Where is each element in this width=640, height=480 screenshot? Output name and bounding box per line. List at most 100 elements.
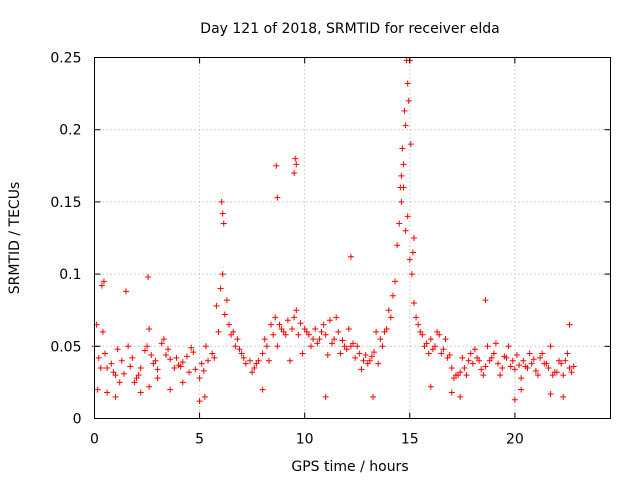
data-point <box>556 357 563 364</box>
data-point <box>566 364 573 371</box>
data-point <box>108 360 115 367</box>
data-point <box>154 366 161 373</box>
data-point <box>259 386 266 393</box>
y-axis-label: SRMTID / TECUs <box>7 182 23 295</box>
data-point <box>253 360 260 367</box>
data-point <box>438 350 445 357</box>
data-point <box>442 336 449 343</box>
data-point <box>179 359 186 366</box>
data-point <box>509 357 516 364</box>
data-point <box>397 184 404 191</box>
data-point <box>201 393 208 400</box>
data-point <box>192 366 199 373</box>
data-point <box>410 235 417 241</box>
data-point <box>547 343 554 350</box>
data-point <box>505 343 512 350</box>
data-point <box>358 366 365 373</box>
data-point <box>495 360 502 367</box>
data-point <box>265 357 272 364</box>
chart-title: Day 121 of 2018, SRMTID for receiver eld… <box>200 21 499 37</box>
data-point <box>347 253 354 260</box>
data-point <box>387 314 394 321</box>
data-point <box>406 256 413 263</box>
data-point <box>292 155 299 162</box>
data-point <box>488 354 495 361</box>
data-point <box>148 351 155 358</box>
data-point <box>291 314 298 321</box>
data-point <box>274 343 281 350</box>
data-point <box>291 170 298 177</box>
data-point <box>286 357 293 364</box>
data-point <box>215 328 222 335</box>
data-point <box>425 350 432 357</box>
data-point <box>385 307 392 314</box>
data-point <box>499 364 506 371</box>
data-point <box>478 366 485 373</box>
data-point <box>293 161 300 168</box>
data-point <box>440 346 447 353</box>
data-point <box>312 325 319 332</box>
data-point <box>501 353 508 360</box>
y-tick-label: 0.1 <box>59 267 81 283</box>
data-point <box>448 364 455 371</box>
data-point <box>263 343 270 350</box>
data-point <box>350 340 357 347</box>
data-point <box>429 346 436 353</box>
y-tick-label: 0.15 <box>50 195 81 211</box>
data-point <box>543 360 550 367</box>
data-point <box>476 357 483 364</box>
data-point <box>405 97 412 104</box>
data-point <box>459 354 466 361</box>
data-point <box>295 331 302 338</box>
data-point <box>322 393 329 400</box>
data-point <box>95 354 102 361</box>
data-point <box>446 351 453 358</box>
data-point <box>482 297 489 304</box>
data-point <box>232 343 239 350</box>
data-point <box>467 350 474 357</box>
data-point <box>530 356 537 363</box>
data-point <box>471 346 478 353</box>
data-point <box>398 198 405 205</box>
data-point <box>322 331 329 338</box>
data-point <box>236 346 243 353</box>
data-point <box>497 372 504 379</box>
data-point <box>539 350 546 357</box>
data-point <box>566 321 573 328</box>
data-point <box>448 389 455 396</box>
data-point <box>545 364 552 371</box>
data-point <box>219 210 226 217</box>
data-point <box>404 80 411 87</box>
data-point <box>282 331 289 338</box>
data-point <box>490 350 497 357</box>
data-point <box>114 346 121 353</box>
data-point <box>226 321 233 328</box>
data-point <box>383 325 390 332</box>
data-point <box>303 328 310 335</box>
data-point <box>228 331 235 338</box>
data-point <box>289 325 296 332</box>
data-point <box>526 350 533 357</box>
data-point <box>188 344 195 351</box>
axis-ticks: 0 0.05 0.1 0.15 0.2 0.25 0 5 10 15 20 <box>50 51 611 448</box>
data-point <box>402 227 409 234</box>
data-point <box>518 375 525 382</box>
data-point <box>100 278 107 285</box>
data-point <box>482 363 489 370</box>
data-point <box>461 364 468 371</box>
data-point <box>400 161 407 168</box>
y-tick-label: 0.2 <box>59 123 81 139</box>
data-point <box>102 350 109 357</box>
data-point <box>434 328 441 335</box>
data-point <box>337 350 344 357</box>
data-point <box>547 390 554 397</box>
x-tick-label: 5 <box>195 432 204 448</box>
y-tick-label: 0.25 <box>50 51 81 67</box>
data-point <box>129 354 136 361</box>
data-point <box>200 367 207 374</box>
data-point <box>145 273 152 280</box>
data-point <box>135 372 142 379</box>
data-point <box>154 375 161 382</box>
data-point <box>104 364 111 371</box>
